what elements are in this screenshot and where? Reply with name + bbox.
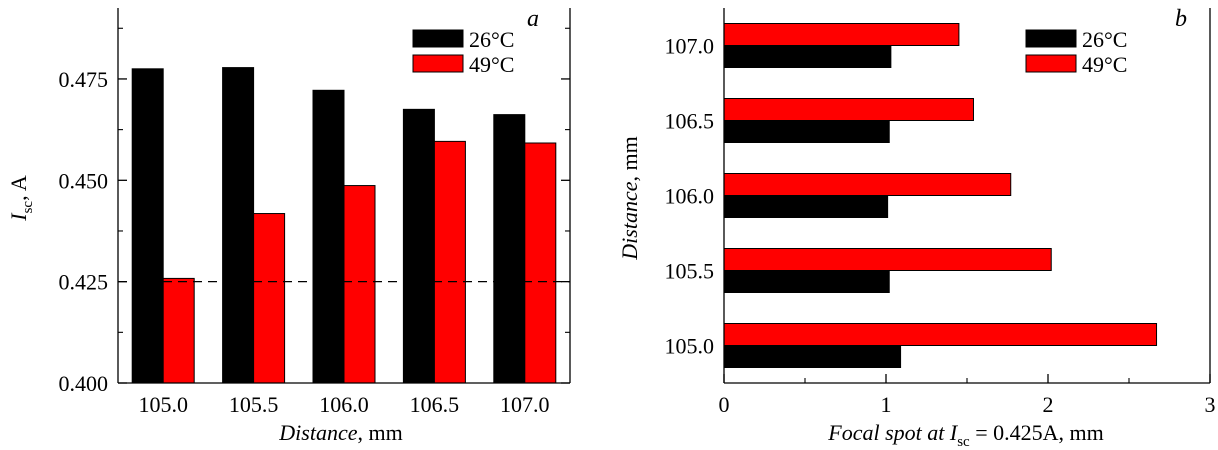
x-tick-label: 1 — [881, 392, 892, 417]
x-tick-label: 2 — [1043, 392, 1054, 417]
panel-a-x-axis-title: Distance, mm — [278, 420, 402, 445]
bar-49c-1065 — [723, 98, 974, 121]
legend-swatch-26c — [1025, 29, 1077, 48]
bar-26c-1070 — [493, 114, 526, 384]
panel-b-x-axis-title: Focal spot at Isc = 0.425A, mm — [827, 420, 1103, 450]
bar-49c-1050 — [723, 323, 1158, 346]
y-tick-label: 105.0 — [665, 334, 715, 359]
panel-b-letter: b — [1175, 6, 1187, 32]
bar-49c-1070 — [723, 23, 960, 46]
y-tick-label: 107.0 — [665, 34, 715, 59]
panel-a-y-axis-title: Isc, A — [6, 175, 36, 222]
bar-26c-1060 — [723, 195, 889, 218]
bar-49c-1050 — [162, 277, 195, 384]
bar-26c-1060 — [312, 89, 345, 384]
bar-49c-1055 — [253, 213, 286, 384]
bar-49c-1060 — [343, 185, 376, 384]
legend-swatch-49c — [412, 54, 464, 73]
bar-26c-1055 — [222, 67, 255, 384]
legend-swatch-49c — [1025, 54, 1077, 73]
bar-49c-1055 — [723, 248, 1052, 271]
bar-49c-1070 — [524, 142, 557, 384]
y-tick-label: 0.450 — [59, 168, 109, 193]
x-tick-label: 105.0 — [138, 392, 188, 417]
bar-26c-1050 — [131, 68, 164, 384]
panel-b-legend: 26°C 49°C — [1025, 27, 1127, 77]
y-tick-label: 105.5 — [665, 259, 715, 284]
legend-swatch-26c — [412, 29, 464, 48]
panel-a-chart: 0.400 0.425 0.450 0.475 105.0 105.5 106.0 106.… — [6, 6, 571, 445]
bar-26c-1065 — [402, 108, 435, 384]
panel-a-x-tick-labels: 105.0 105.5 106.0 106.5 107.0 — [138, 392, 549, 417]
legend-label-49c: 49°C — [469, 52, 514, 77]
y-tick-label: 0.400 — [59, 371, 109, 396]
y-tick-label: 0.425 — [59, 270, 109, 295]
x-tick-label: 3 — [1205, 392, 1216, 417]
x-tick-label: 105.5 — [229, 392, 279, 417]
panel-a-bars — [131, 67, 557, 384]
panel-b-y-tick-labels: 105.0 105.5 106.0 106.5 107.0 — [665, 34, 715, 359]
y-tick-label: 106.5 — [665, 109, 715, 134]
panel-a-y-tick-labels: 0.400 0.425 0.450 0.475 — [59, 67, 109, 396]
x-tick-label: 0 — [719, 392, 730, 417]
legend-label-26c: 26°C — [469, 27, 514, 52]
panel-a-letter: a — [527, 6, 539, 32]
x-tick-label: 107.0 — [500, 392, 550, 417]
panel-b-chart: 105.0 105.5 106.0 106.5 107.0 0 1 2 3 b 26°C 49… — [617, 6, 1216, 450]
bar-26c-1050 — [723, 345, 902, 368]
x-tick-label: 106.5 — [410, 392, 460, 417]
legend-label-26c: 26°C — [1082, 27, 1127, 52]
bar-26c-1065 — [723, 120, 890, 143]
panel-a-legend: 26°C 49°C — [412, 27, 514, 77]
legend-label-49c: 49°C — [1082, 52, 1127, 77]
panel-a-axes — [117, 8, 571, 384]
x-tick-label: 106.0 — [319, 392, 369, 417]
panel-b-y-axis-title: Distance, mm — [617, 136, 642, 260]
panel-b-x-tick-labels: 0 1 2 3 — [719, 392, 1216, 417]
bar-49c-1065 — [433, 140, 466, 384]
y-tick-label: 106.0 — [665, 184, 715, 209]
panel-b-bars — [723, 23, 1158, 368]
bar-26c-1055 — [723, 270, 890, 293]
bar-49c-1060 — [723, 173, 1012, 196]
panel-b-axes — [723, 8, 1211, 384]
bar-26c-1070 — [723, 45, 892, 68]
y-tick-label: 0.475 — [59, 67, 109, 92]
